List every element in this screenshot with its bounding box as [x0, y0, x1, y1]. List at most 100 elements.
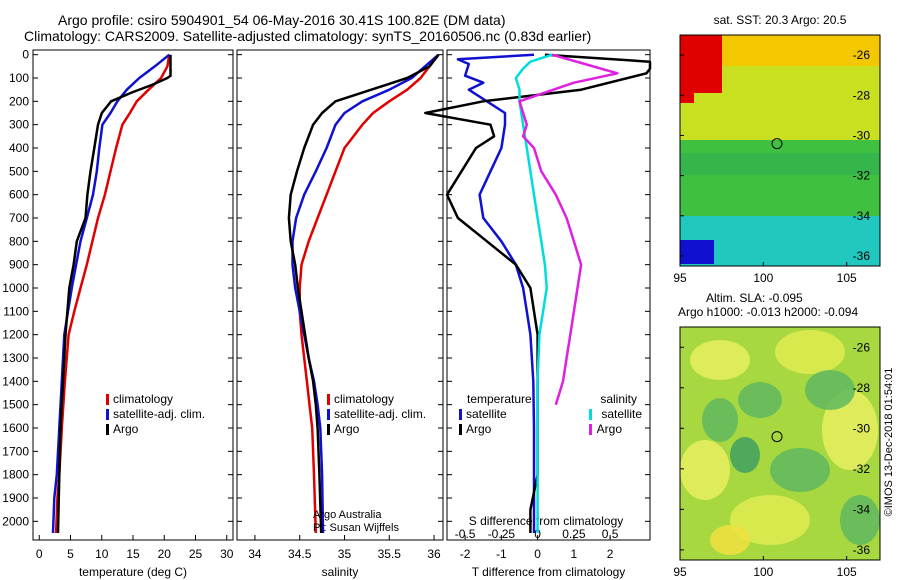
top-axis-label: S difference from climatology — [469, 514, 624, 528]
sla-blob-4 — [730, 495, 810, 545]
top-tick-label-2: 0 — [534, 527, 541, 541]
sla-title-line-1: Altim. SLA: -0.095 — [706, 291, 803, 305]
x-tick-label-difference-4: 2 — [607, 547, 614, 561]
depth-tick-label-19: 1900 — [2, 491, 29, 505]
sla-blob-3 — [680, 440, 730, 500]
x-tick-label-temperature-6: 30 — [220, 547, 234, 561]
series-line-difference-0 — [456, 53, 536, 533]
sst-transition — [680, 153, 880, 175]
x-axis-label-salinity: salinity — [322, 565, 359, 579]
depth-tick-label-20: 2000 — [2, 514, 29, 528]
series-line-difference-2 — [514, 53, 553, 533]
sla-profile-marker — [771, 431, 783, 443]
sst-hot-patch-2 — [680, 93, 694, 103]
sla-x-tick-label-0: 95 — [673, 565, 687, 579]
difference-panel-frame — [446, 49, 651, 541]
sla-title-line-2: Argo h1000: -0.013 h2000: -0.094 — [678, 305, 858, 319]
series-line-temperature-2 — [56, 54, 172, 534]
legend-swatch-salinity-1 — [327, 409, 330, 420]
x-tick-label-salinity-0: 34 — [248, 547, 262, 561]
sla-map-frame — [679, 326, 881, 561]
legend-label-temperature-1: satellite-adj. clim. — [113, 407, 205, 421]
depth-tick-label-18: 1800 — [2, 468, 29, 482]
sst-y-tick-label-0: -26 — [853, 48, 871, 62]
x-tick-label-difference-3: 1 — [571, 547, 578, 561]
sla-blob-5 — [710, 525, 750, 555]
depth-tick-label-15: 1500 — [2, 398, 29, 412]
title-line-2: Climatology: CARS2009. Satellite-adjuste… — [24, 28, 592, 44]
sst-hot-patch — [680, 35, 722, 93]
temperature-panel-frame — [32, 49, 234, 541]
x-tick-label-temperature-3: 15 — [126, 547, 140, 561]
sla-y-tick-label-5: -36 — [853, 543, 871, 557]
x-tick-label-difference-2: 0 — [534, 547, 541, 561]
legend-swatch-temperature-2 — [106, 424, 109, 435]
legend-swatch-salinity-2 — [327, 424, 330, 435]
x-axis-label-temperature: temperature (deg C) — [79, 565, 187, 579]
legend-swatch-salinity-0 — [327, 394, 330, 405]
series-line-salinity-0 — [298, 53, 440, 534]
sst-y-tick-label-4: -34 — [853, 209, 871, 223]
top-tick-label-1: -0.25 — [488, 527, 516, 541]
legend-swatch-temperature-1 — [106, 409, 109, 420]
x-tick-label-temperature-1: 5 — [67, 547, 74, 561]
depth-tick-label-10: 1000 — [2, 281, 29, 295]
x-tick-label-temperature-2: 10 — [95, 547, 109, 561]
x-tick-label-difference-0: -2 — [460, 547, 471, 561]
sla-blob-1 — [775, 330, 845, 374]
depth-tick-label-9: 900 — [9, 258, 29, 272]
depth-tick-label-16: 1600 — [2, 421, 29, 435]
depth-tick-label-2: 200 — [9, 94, 29, 108]
series-line-temperature-1 — [51, 53, 171, 534]
sla-x-tick-label-1: 100 — [753, 565, 773, 579]
series-line-difference-3 — [518, 53, 619, 406]
legend-label-temperature-0: climatology — [113, 392, 173, 406]
sla-blob-8 — [702, 398, 738, 442]
legend-title-temperature: temperature — [467, 392, 532, 406]
sla-blob-11 — [730, 437, 760, 473]
sla-blob-0 — [690, 340, 750, 380]
x-tick-label-salinity-1: 34.5 — [288, 547, 312, 561]
sst-y-tick-label-1: -28 — [853, 88, 871, 102]
sst-x-tick-label-2: 105 — [837, 271, 857, 285]
depth-tick-label-8: 800 — [9, 234, 29, 248]
annotation-pi: PI: Susan Wijffels — [313, 522, 399, 534]
legend-label-diff-sal-1: Argo — [597, 422, 623, 436]
depth-tick-label-7: 700 — [9, 211, 29, 225]
depth-tick-label-0: 0 — [22, 48, 29, 62]
sla-y-tick-label-2: -30 — [853, 421, 871, 435]
x-tick-label-salinity-3: 35.5 — [378, 547, 402, 561]
depth-tick-label-1: 100 — [9, 71, 29, 85]
sst-profile-marker — [771, 138, 783, 150]
depth-tick-label-11: 1100 — [3, 304, 29, 318]
sla-y-tick-label-1: -28 — [853, 381, 871, 395]
depth-tick-label-13: 1300 — [2, 351, 29, 365]
x-tick-label-temperature-0: 0 — [36, 547, 43, 561]
sla-blob-10 — [840, 495, 880, 545]
depth-tick-label-12: 1200 — [2, 328, 29, 342]
x-tick-label-temperature-4: 20 — [158, 547, 172, 561]
sla-y-tick-label-0: -26 — [853, 340, 871, 354]
series-line-salinity-2 — [287, 53, 440, 534]
x-tick-label-temperature-5: 25 — [189, 547, 203, 561]
sst-cold-patch — [680, 240, 714, 264]
sst-x-tick-label-0: 95 — [673, 271, 687, 285]
legend-label-diff-temp-1: Argo — [466, 422, 492, 436]
sla-y-tick-label-4: -34 — [853, 502, 871, 516]
depth-tick-label-6: 600 — [9, 188, 29, 202]
sst-map-title: sat. SST: 20.3 Argo: 20.5 — [714, 13, 847, 27]
legend-label-diff-temp-0: satellite — [466, 407, 507, 421]
series-line-salinity-1 — [291, 53, 440, 534]
sst-map-frame — [679, 34, 881, 267]
legend-swatch-temperature-0 — [106, 394, 109, 405]
top-tick-label-0: -0.5 — [455, 527, 476, 541]
series-line-temperature-0 — [54, 54, 171, 534]
sla-blob-9 — [770, 448, 830, 492]
sla-blobs — [680, 330, 880, 555]
top-tick-label-3: 0.25 — [562, 527, 586, 541]
legend-swatch-diff-temp-1 — [459, 424, 462, 435]
title-line-1: Argo profile: csiro 5904901_54 06-May-20… — [58, 12, 506, 28]
x-axis-label-difference: T difference from climatology — [472, 565, 626, 579]
legend-label-diff-sal-0: satellite — [601, 407, 642, 421]
